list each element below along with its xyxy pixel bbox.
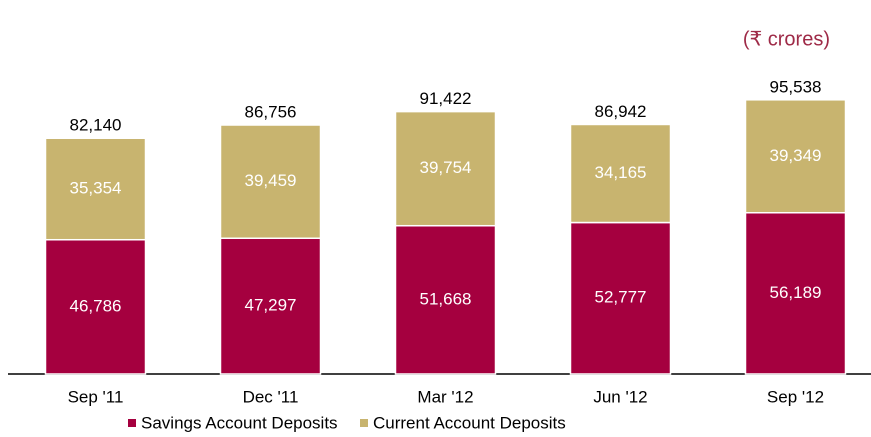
legend-label: Current Account Deposits bbox=[373, 413, 566, 432]
bar-segment bbox=[569, 221, 672, 375]
value-label: 46,786 bbox=[70, 296, 122, 315]
value-label: 34,165 bbox=[595, 163, 647, 182]
bar-segment bbox=[744, 99, 847, 214]
bar-segment bbox=[44, 137, 147, 241]
legend-label: Savings Account Deposits bbox=[141, 413, 338, 432]
x-tick-label: Sep '12 bbox=[767, 387, 824, 406]
value-label: 35,354 bbox=[70, 178, 122, 197]
value-label: 56,189 bbox=[770, 283, 822, 302]
x-tick-label: Sep '11 bbox=[68, 387, 124, 406]
x-tick-label: Dec '11 bbox=[243, 387, 299, 406]
total-label: 86,942 bbox=[595, 102, 647, 121]
x-tick-label: Jun '12 bbox=[593, 387, 647, 406]
total-label: 95,538 bbox=[770, 77, 822, 96]
bar-segment bbox=[44, 238, 147, 375]
value-label: 39,754 bbox=[420, 158, 472, 177]
unit-label: (₹ crores) bbox=[743, 28, 830, 50]
bar-segment bbox=[744, 211, 847, 375]
bar-segment bbox=[219, 124, 322, 240]
legend-swatch bbox=[360, 419, 368, 427]
bar-segment bbox=[394, 224, 497, 375]
x-tick-label: Mar '12 bbox=[417, 387, 473, 406]
total-label: 86,756 bbox=[245, 102, 297, 121]
value-label: 52,777 bbox=[595, 288, 647, 307]
value-label: 39,349 bbox=[770, 146, 822, 165]
total-label: 91,422 bbox=[420, 89, 472, 108]
bar-segment bbox=[394, 110, 497, 227]
bar-segment bbox=[569, 123, 672, 224]
legend-swatch bbox=[128, 419, 136, 427]
value-label: 51,668 bbox=[420, 289, 472, 308]
value-label: 39,459 bbox=[245, 171, 297, 190]
value-label: 47,297 bbox=[245, 296, 297, 315]
total-label: 82,140 bbox=[70, 116, 122, 135]
